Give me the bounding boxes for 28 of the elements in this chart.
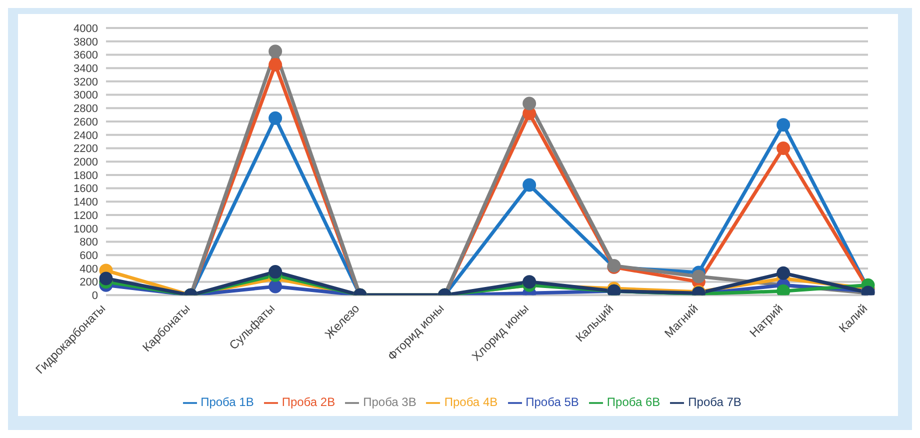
- y-tick-label: 3000: [74, 90, 98, 102]
- y-tick-label: 3600: [74, 50, 98, 62]
- y-tick-label: 2400: [74, 130, 98, 142]
- y-tick-label: 1000: [74, 223, 98, 236]
- y-tick-label: 3800: [74, 36, 98, 48]
- y-tick-label: 1600: [74, 183, 98, 196]
- legend-label: Проба 4B: [444, 395, 498, 410]
- y-tick-label: 4000: [74, 22, 98, 35]
- y-tick-label: 1400: [74, 196, 98, 209]
- y-tick-label: 600: [80, 250, 98, 262]
- y-tick-label: 2800: [74, 103, 98, 116]
- legend-label: Проба 2B: [282, 395, 336, 410]
- y-tick-label: 2200: [74, 143, 98, 156]
- y-tick-label: 800: [80, 236, 98, 249]
- legend-label: Проба 3B: [363, 395, 416, 410]
- legend-label: Проба 1B: [200, 395, 254, 410]
- legend-label: Проба 7B: [688, 395, 742, 410]
- y-tick-label: 2000: [74, 156, 98, 168]
- legend-label: Проба 6B: [606, 395, 660, 410]
- y-tick-label: 1200: [74, 210, 98, 222]
- y-tick-label: 1800: [74, 170, 98, 182]
- legend-label: Проба 5B: [526, 395, 579, 410]
- y-tick-label: 200: [80, 276, 98, 289]
- y-tick-label: 400: [80, 263, 98, 276]
- y-tick-label: 2600: [74, 116, 98, 128]
- y-tick-label: 3200: [74, 76, 98, 88]
- y-tick-label: 0: [92, 290, 98, 302]
- y-tick-label: 3400: [74, 62, 98, 75]
